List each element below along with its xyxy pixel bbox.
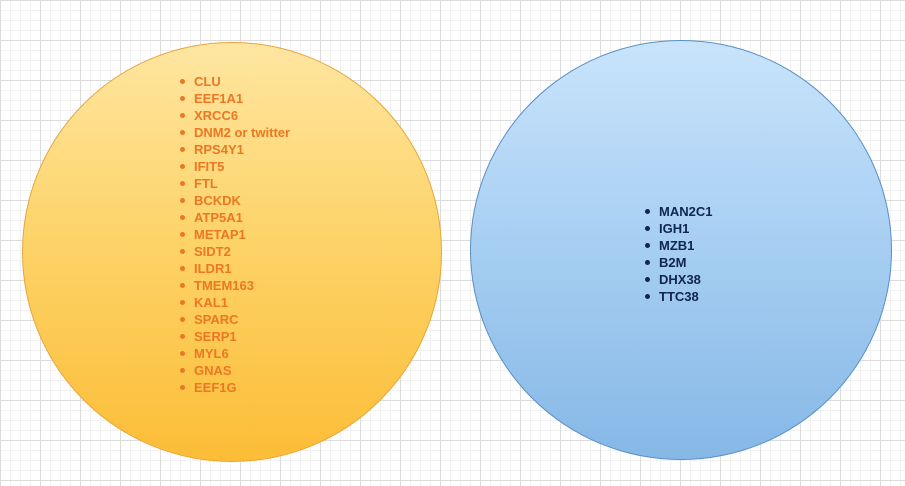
left-gene-item: GNAS bbox=[180, 362, 290, 379]
left-gene-item: MYL6 bbox=[180, 345, 290, 362]
left-gene-item: ATP5A1 bbox=[180, 209, 290, 226]
right-gene-item: DHX38 bbox=[645, 271, 712, 288]
left-gene-item: FTL bbox=[180, 175, 290, 192]
left-gene-item: TMEM163 bbox=[180, 277, 290, 294]
left-gene-item: SIDT2 bbox=[180, 243, 290, 260]
right-gene-item: MZB1 bbox=[645, 237, 712, 254]
left-circle bbox=[22, 42, 442, 462]
left-gene-item: CLU bbox=[180, 73, 290, 90]
left-gene-item: ILDR1 bbox=[180, 260, 290, 277]
left-gene-item: IFIT5 bbox=[180, 158, 290, 175]
right-gene-item: B2M bbox=[645, 254, 712, 271]
right-circle bbox=[470, 40, 892, 460]
left-gene-item: SERP1 bbox=[180, 328, 290, 345]
left-gene-item: BCKDK bbox=[180, 192, 290, 209]
left-gene-list: CLU EEF1A1 XRCC6 DNM2 or twitter RPS4Y1 … bbox=[180, 73, 290, 396]
left-gene-item: DNM2 or twitter bbox=[180, 124, 290, 141]
left-gene-item: SPARC bbox=[180, 311, 290, 328]
right-gene-list: MAN2C1 IGH1 MZB1 B2M DHX38 TTC38 bbox=[645, 203, 712, 305]
right-gene-item: TTC38 bbox=[645, 288, 712, 305]
left-gene-item: KAL1 bbox=[180, 294, 290, 311]
left-gene-item: XRCC6 bbox=[180, 107, 290, 124]
right-gene-item: MAN2C1 bbox=[645, 203, 712, 220]
left-gene-item: RPS4Y1 bbox=[180, 141, 290, 158]
right-gene-item: IGH1 bbox=[645, 220, 712, 237]
left-gene-item: EEF1A1 bbox=[180, 90, 290, 107]
left-gene-item: EEF1G bbox=[180, 379, 290, 396]
left-gene-item: METAP1 bbox=[180, 226, 290, 243]
